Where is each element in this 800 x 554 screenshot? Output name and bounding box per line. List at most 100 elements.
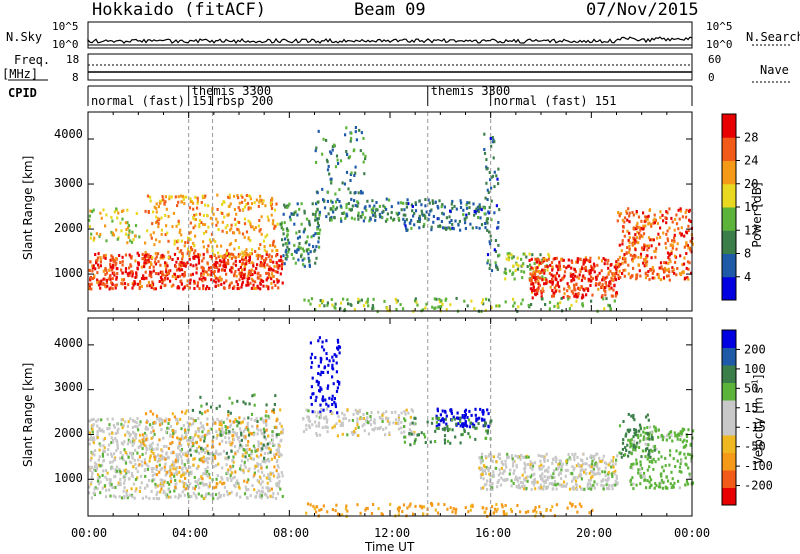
power-colorbar-swatch [722, 207, 736, 231]
nave-label: Nave [760, 63, 789, 77]
velocity-colorbar-swatch [722, 347, 736, 366]
xtick-1200: 12:00 [374, 526, 411, 540]
beam-title: Beam 09 [354, 0, 426, 20]
power-colorbar-swatch [722, 230, 736, 254]
velocity-colorbar-swatch [722, 365, 736, 383]
power-colorbar-ticklabel: 28 [744, 130, 758, 144]
xtick-0400: 04:00 [172, 526, 209, 540]
nave-tick-bottom: 0 [708, 71, 715, 84]
cpid-label: CPID [8, 86, 37, 100]
velocity-colorbar-ticklabel: -200 [744, 479, 773, 493]
xtick-0000: 00:00 [71, 526, 108, 540]
velocity-colorbar-ticklabel: -50 [744, 440, 766, 454]
velocity-region-0 [88, 416, 284, 501]
freq-tick-top: 18 [66, 53, 80, 66]
nsky-label: N.Sky [6, 30, 43, 44]
velocity-region-9 [618, 412, 656, 459]
power-colorbar-ticklabel: 4 [744, 270, 751, 284]
xtick-2400: 00:00 [674, 526, 711, 540]
velocity-panel [87, 317, 695, 518]
nsky-tick-bottom-left: 10^0 [52, 38, 79, 51]
power-region-7 [483, 132, 501, 273]
freq-frame [87, 53, 693, 81]
cpid-segment-label: normal (fast) 151 [91, 94, 214, 108]
velocity-colorbar-swatch [722, 435, 736, 453]
power-region-10 [616, 207, 694, 282]
velocity-colorbar-ticklabel: -15 [744, 420, 766, 434]
nsky-panel [87, 21, 790, 49]
velocity-colorbar-swatch [722, 452, 736, 471]
velocity-region-1 [138, 408, 282, 491]
velocity-region-5 [435, 407, 490, 429]
xtick-2000: 20:00 [576, 526, 613, 540]
power-colorbar-swatch [722, 160, 736, 185]
power-region-1 [144, 193, 279, 259]
power-region-11 [303, 296, 616, 314]
velocity-colorbar-swatch [722, 417, 736, 436]
velocity-region-8 [629, 425, 695, 491]
power-region-3 [279, 202, 322, 268]
velocity-region-4 [302, 407, 417, 438]
velocity-region-2 [189, 393, 278, 460]
velocity-colorbar-ticklabel: 15 [744, 401, 758, 415]
power-region-5 [314, 126, 367, 196]
power-colorbar-ticklabel: 24 [744, 154, 758, 168]
power-colorbar: 4 8 12 16 20 24 28 [721, 113, 758, 301]
date-title: 07/Nov/2015 [586, 0, 699, 20]
freq-unit: [MHz] [2, 67, 39, 81]
velocity-colorbar-ticklabel: -100 [744, 459, 773, 473]
power-region-6 [402, 198, 493, 232]
power-colorbar-ticklabel: 8 [744, 247, 751, 261]
velocity-region-7 [478, 452, 619, 492]
velocity-ytick-1000: 1000 [54, 471, 83, 485]
power-ytick-3000: 3000 [54, 176, 83, 190]
nsky-tick-top-right: 10^5 [706, 20, 733, 33]
power-colorbar-ticklabel: 16 [744, 200, 758, 214]
velocity-colorbar: 200 100 50 15 -15 -50 -100 -200 [721, 329, 773, 506]
freq-nave-panel [8, 53, 790, 83]
nsky-trace [87, 36, 693, 45]
power-region-8 [503, 252, 551, 282]
nsky-tick-top-left: 10^5 [52, 20, 79, 33]
power-ytick-1000: 1000 [54, 266, 83, 280]
velocity-colorbar-frame [721, 329, 737, 506]
velocity-region-10 [305, 501, 594, 518]
velocity-ytick-4000: 4000 [54, 336, 83, 350]
power-panel [87, 111, 694, 314]
velocity-ytick-2000: 2000 [54, 426, 83, 440]
power-colorbar-swatch [722, 276, 736, 301]
velocity-region-3 [309, 336, 342, 415]
power-colorbar-swatch [722, 253, 736, 278]
xtick-0800: 08:00 [273, 526, 310, 540]
velocity-colorbar-swatch [722, 382, 736, 401]
velocity-colorbar-ticklabel: 50 [744, 381, 758, 395]
velocity-ytick-3000: 3000 [54, 380, 83, 394]
xtick-1600: 16:00 [475, 526, 512, 540]
freq-tick-bottom: 8 [72, 71, 79, 84]
cpid-segment-label: normal (fast) 151 [494, 94, 617, 108]
velocity-colorbar-swatch [722, 470, 736, 488]
velocity-region-6 [402, 416, 493, 447]
velocity-colorbar-swatch [722, 400, 736, 418]
station-title: Hokkaido (fitACF) [92, 0, 266, 20]
freq-label: Freq. [14, 53, 51, 67]
cpid-segment-label: themis 3300 [192, 84, 271, 98]
velocity-colorbar-swatch [722, 330, 736, 348]
nsky-tick-bottom-right: 10^0 [706, 38, 733, 51]
velocity-colorbar-ticklabel: 100 [744, 362, 766, 376]
velocity-colorbar-swatch [722, 487, 736, 506]
cpid-segment-label: rbsp 200 [216, 94, 274, 108]
power-colorbar-ticklabel: 12 [744, 223, 758, 237]
power-region-9 [528, 256, 619, 300]
power-colorbar-ticklabel: 20 [744, 177, 758, 191]
power-ytick-2000: 2000 [54, 221, 83, 235]
nsky-frame [87, 21, 693, 49]
nsearch-label: N.Search [746, 30, 800, 44]
power-region-4 [314, 197, 405, 223]
power-colorbar-swatch [722, 114, 736, 138]
velocity-colorbar-ticklabel: 200 [744, 342, 766, 356]
power-colorbar-swatch [722, 137, 736, 161]
power-region-0 [88, 251, 284, 291]
